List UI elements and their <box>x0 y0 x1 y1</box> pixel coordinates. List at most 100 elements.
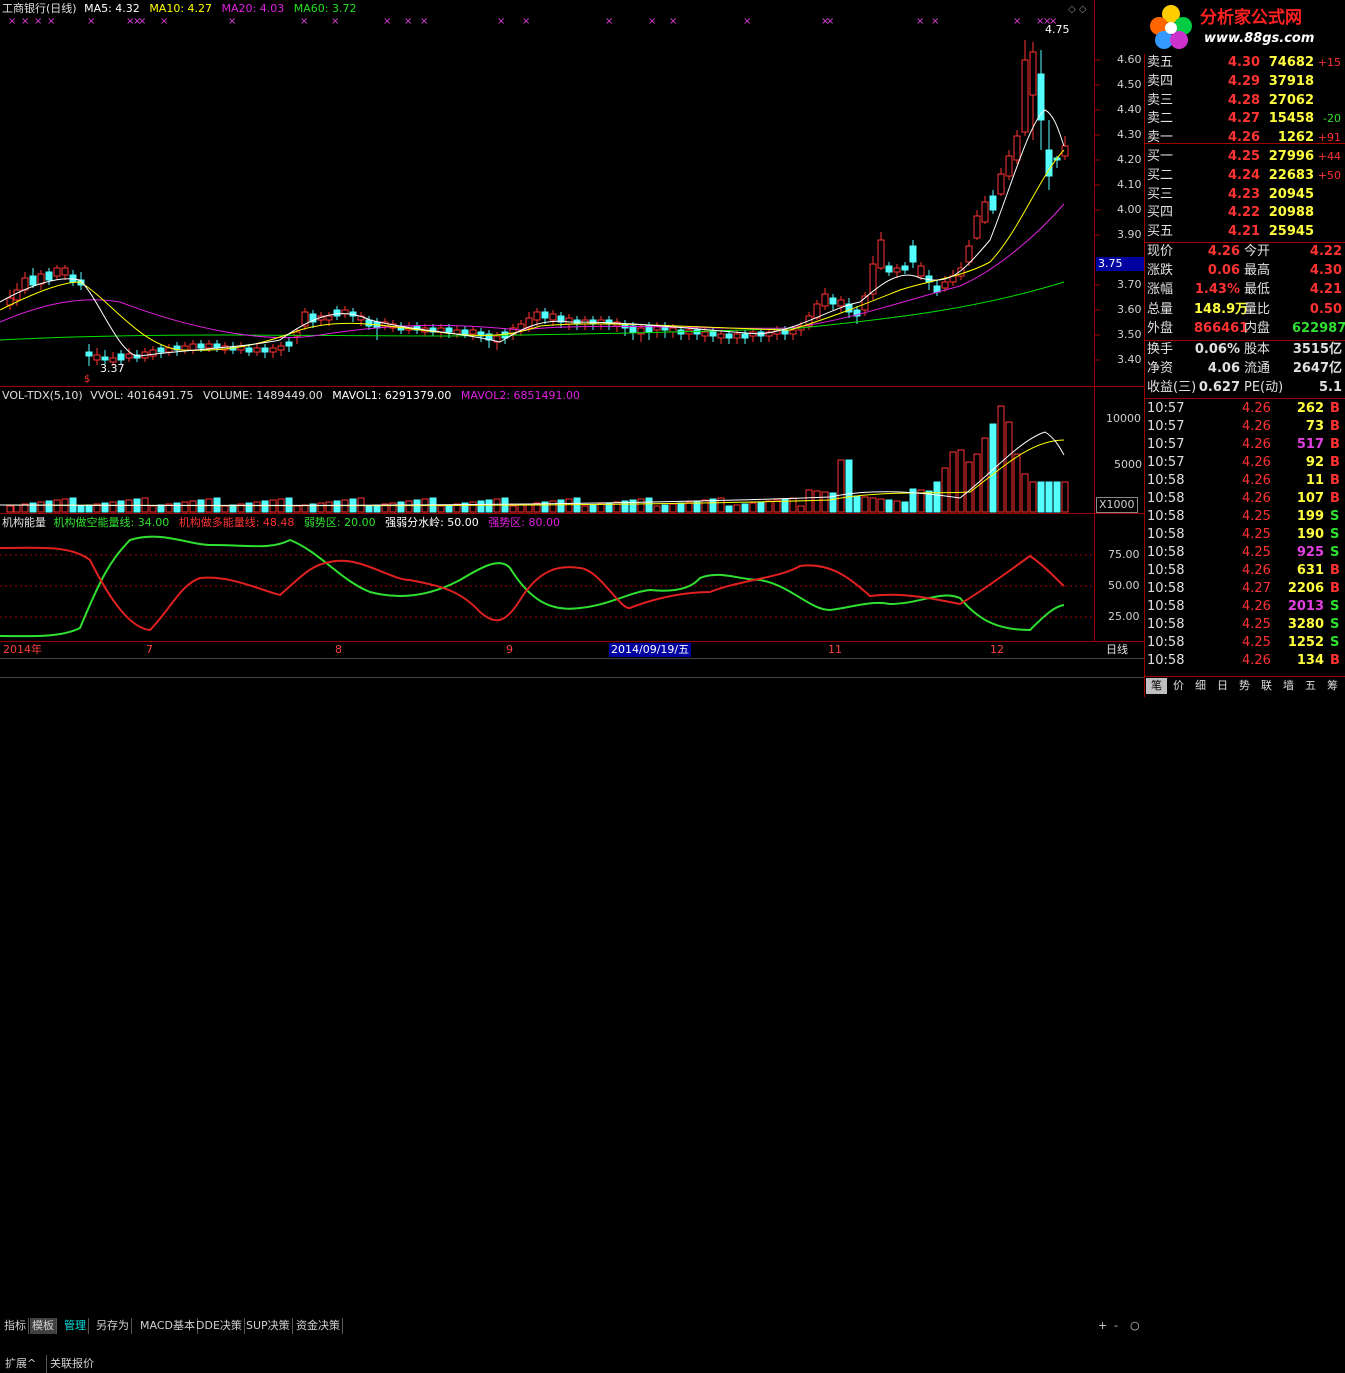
volume-bar <box>77 505 85 513</box>
candle-body <box>741 333 749 339</box>
tick-volume: 2206 <box>1287 581 1324 596</box>
price-axis-label: 3.70 <box>1117 278 1142 291</box>
stat-key: 现价 <box>1147 244 1174 259</box>
quote-tab[interactable]: 墙 <box>1283 679 1294 692</box>
tab-dde[interactable]: DDE决策 <box>194 1318 245 1334</box>
tick-row[interactable]: 10:58 4.26 11 B <box>1144 472 1343 490</box>
level-label: 卖三 <box>1147 92 1174 108</box>
period-label[interactable]: 日线 <box>1106 643 1128 656</box>
tab-macd[interactable]: MACD基本 <box>138 1318 198 1334</box>
volume-bar <box>109 501 117 513</box>
level-label: 买三 <box>1147 186 1174 202</box>
tick-row[interactable]: 10:58 4.25 925 S <box>1144 544 1343 562</box>
expand-button[interactable]: 扩展^ <box>5 1357 37 1370</box>
indicator-name[interactable]: 机构能量 <box>2 516 46 529</box>
chart-canvas[interactable]: × × × × × ××× × × × × × × × × × × × × × ×× × × × ××× <box>0 0 1345 697</box>
ind-axis-75: 75.00 <box>1108 548 1140 561</box>
tab-manage[interactable]: 管理 <box>62 1318 89 1334</box>
tick-row[interactable]: 10:58 4.26 2013 S <box>1144 598 1343 616</box>
quote-tab[interactable]: 筹 <box>1327 679 1338 692</box>
order-book-row[interactable]: 卖一 4.26 1262 +91 <box>1144 129 1343 147</box>
tick-row[interactable]: 10:58 4.25 3280 S <box>1144 616 1343 634</box>
volume-bar <box>757 501 765 513</box>
price-axis-label: 4.40 <box>1117 103 1142 116</box>
candle-body <box>837 299 845 307</box>
zoom-out-button[interactable]: - <box>1114 1319 1118 1332</box>
tick-row[interactable]: 10:57 4.26 517 B <box>1144 436 1343 454</box>
order-book-row[interactable]: 买一 4.25 27996 +44 <box>1144 148 1343 166</box>
order-book-row[interactable]: 买四 4.22 20988 <box>1144 204 1343 222</box>
order-book-row[interactable]: 卖二 4.27 15458 -20 <box>1144 110 1343 128</box>
stat-row: 涨跌 0.06 最高 4.30 <box>1144 262 1343 280</box>
signal-marker-icon: × <box>916 16 924 27</box>
order-book-row[interactable]: 卖四 4.29 37918 <box>1144 73 1343 91</box>
volume-bar <box>789 497 797 513</box>
tick-row[interactable]: 10:58 4.25 1252 S <box>1144 634 1343 652</box>
tick-row[interactable]: 10:58 4.26 631 B <box>1144 562 1343 580</box>
volume-bar <box>221 505 229 513</box>
date-axis-nov: 11 <box>828 643 842 656</box>
related-quote-button[interactable]: 关联报价 <box>46 1355 97 1373</box>
tick-time: 10:58 <box>1147 581 1185 596</box>
tick-row[interactable]: 10:57 4.26 73 B <box>1144 418 1343 436</box>
stat-key: PE(动) <box>1244 380 1284 395</box>
tab-indicator[interactable]: 指标 <box>2 1318 29 1334</box>
tick-row[interactable]: 10:58 4.26 134 B <box>1144 652 1343 670</box>
order-book-row[interactable]: 买三 4.23 20945 <box>1144 186 1343 204</box>
tab-save-as[interactable]: 另存为 <box>94 1318 132 1334</box>
stat-key: 今开 <box>1244 244 1271 259</box>
tab-template[interactable]: 模板 <box>30 1318 57 1334</box>
tick-row[interactable]: 10:57 4.26 262 B <box>1144 400 1343 418</box>
tab-fund[interactable]: 资金决策 <box>294 1318 343 1334</box>
tick-volume: 517 <box>1296 437 1324 452</box>
order-book-row[interactable]: 买五 4.21 25945 <box>1144 223 1343 241</box>
candle-body <box>877 239 885 269</box>
volume-bar <box>453 503 461 513</box>
level-volume: 20988 <box>1268 205 1314 221</box>
chart-option-icons[interactable]: ◇ ◇ <box>1068 4 1087 15</box>
tab-sup[interactable]: SUP决策 <box>244 1318 293 1334</box>
order-book-row[interactable]: 买二 4.24 22683 +50 <box>1144 167 1343 185</box>
stat-value: 1.43% <box>1194 282 1240 298</box>
quote-tab[interactable]: 日 <box>1217 679 1228 692</box>
ind-axis-50: 50.00 <box>1108 579 1140 592</box>
tick-row[interactable]: 10:57 4.26 92 B <box>1144 454 1343 472</box>
volume-bar <box>1037 481 1045 513</box>
quote-tab[interactable]: 五 <box>1305 679 1316 692</box>
signal-marker-icon: × <box>404 16 412 27</box>
order-book-row[interactable]: 卖五 4.30 74682 +15 <box>1144 54 1343 72</box>
volume-bar <box>685 501 693 513</box>
quote-tab[interactable]: 价 <box>1173 679 1184 692</box>
stat-value: 0.50 <box>1309 301 1342 317</box>
tick-row[interactable]: 10:58 4.25 199 S <box>1144 508 1343 526</box>
signal-marker-icon: × <box>300 16 308 27</box>
volume-bar <box>477 500 485 513</box>
stat-row: 总量 148.9万 量比 0.50 <box>1144 301 1343 319</box>
tick-row[interactable]: 10:58 4.25 190 S <box>1144 526 1343 544</box>
mavol2-line <box>0 439 1065 507</box>
tick-price: 4.25 <box>1242 509 1271 524</box>
tick-volume: 631 <box>1296 563 1324 578</box>
vol-indicator-name[interactable]: VOL-TDX(5,10) <box>2 389 83 402</box>
zoom-in-button[interactable]: + <box>1098 1319 1108 1332</box>
stock-title[interactable]: 工商银行(日线) <box>2 2 77 15</box>
vol-axis-10000: 10000 <box>1106 412 1141 425</box>
zoom-reset-button[interactable]: ○ <box>1130 1319 1140 1332</box>
tick-price: 4.26 <box>1242 455 1271 470</box>
volume-bar <box>621 500 629 513</box>
order-book-row[interactable]: 卖三 4.28 27062 <box>1144 92 1343 110</box>
tick-row[interactable]: 10:58 4.26 107 B <box>1144 490 1343 508</box>
quote-tab[interactable]: 笔 <box>1146 678 1167 694</box>
quote-tab[interactable]: 细 <box>1195 679 1206 692</box>
volume-bar <box>93 503 101 513</box>
level-change: +91 <box>1317 131 1341 145</box>
tick-time: 10:57 <box>1147 401 1185 416</box>
quote-tab[interactable]: 势 <box>1239 679 1250 692</box>
signal-marker-icon: × <box>821 16 829 27</box>
quote-tab[interactable]: 联 <box>1261 679 1272 692</box>
quote-panel: 分析家公式网 www.88gs.com 卖五 4.30 74682 +15 卖四 4.29… <box>1144 0 1345 697</box>
tick-time: 10:57 <box>1147 437 1185 452</box>
tick-row[interactable]: 10:58 4.27 2206 B <box>1144 580 1343 598</box>
volume-bar <box>989 423 997 513</box>
tick-side: B <box>1330 419 1340 434</box>
